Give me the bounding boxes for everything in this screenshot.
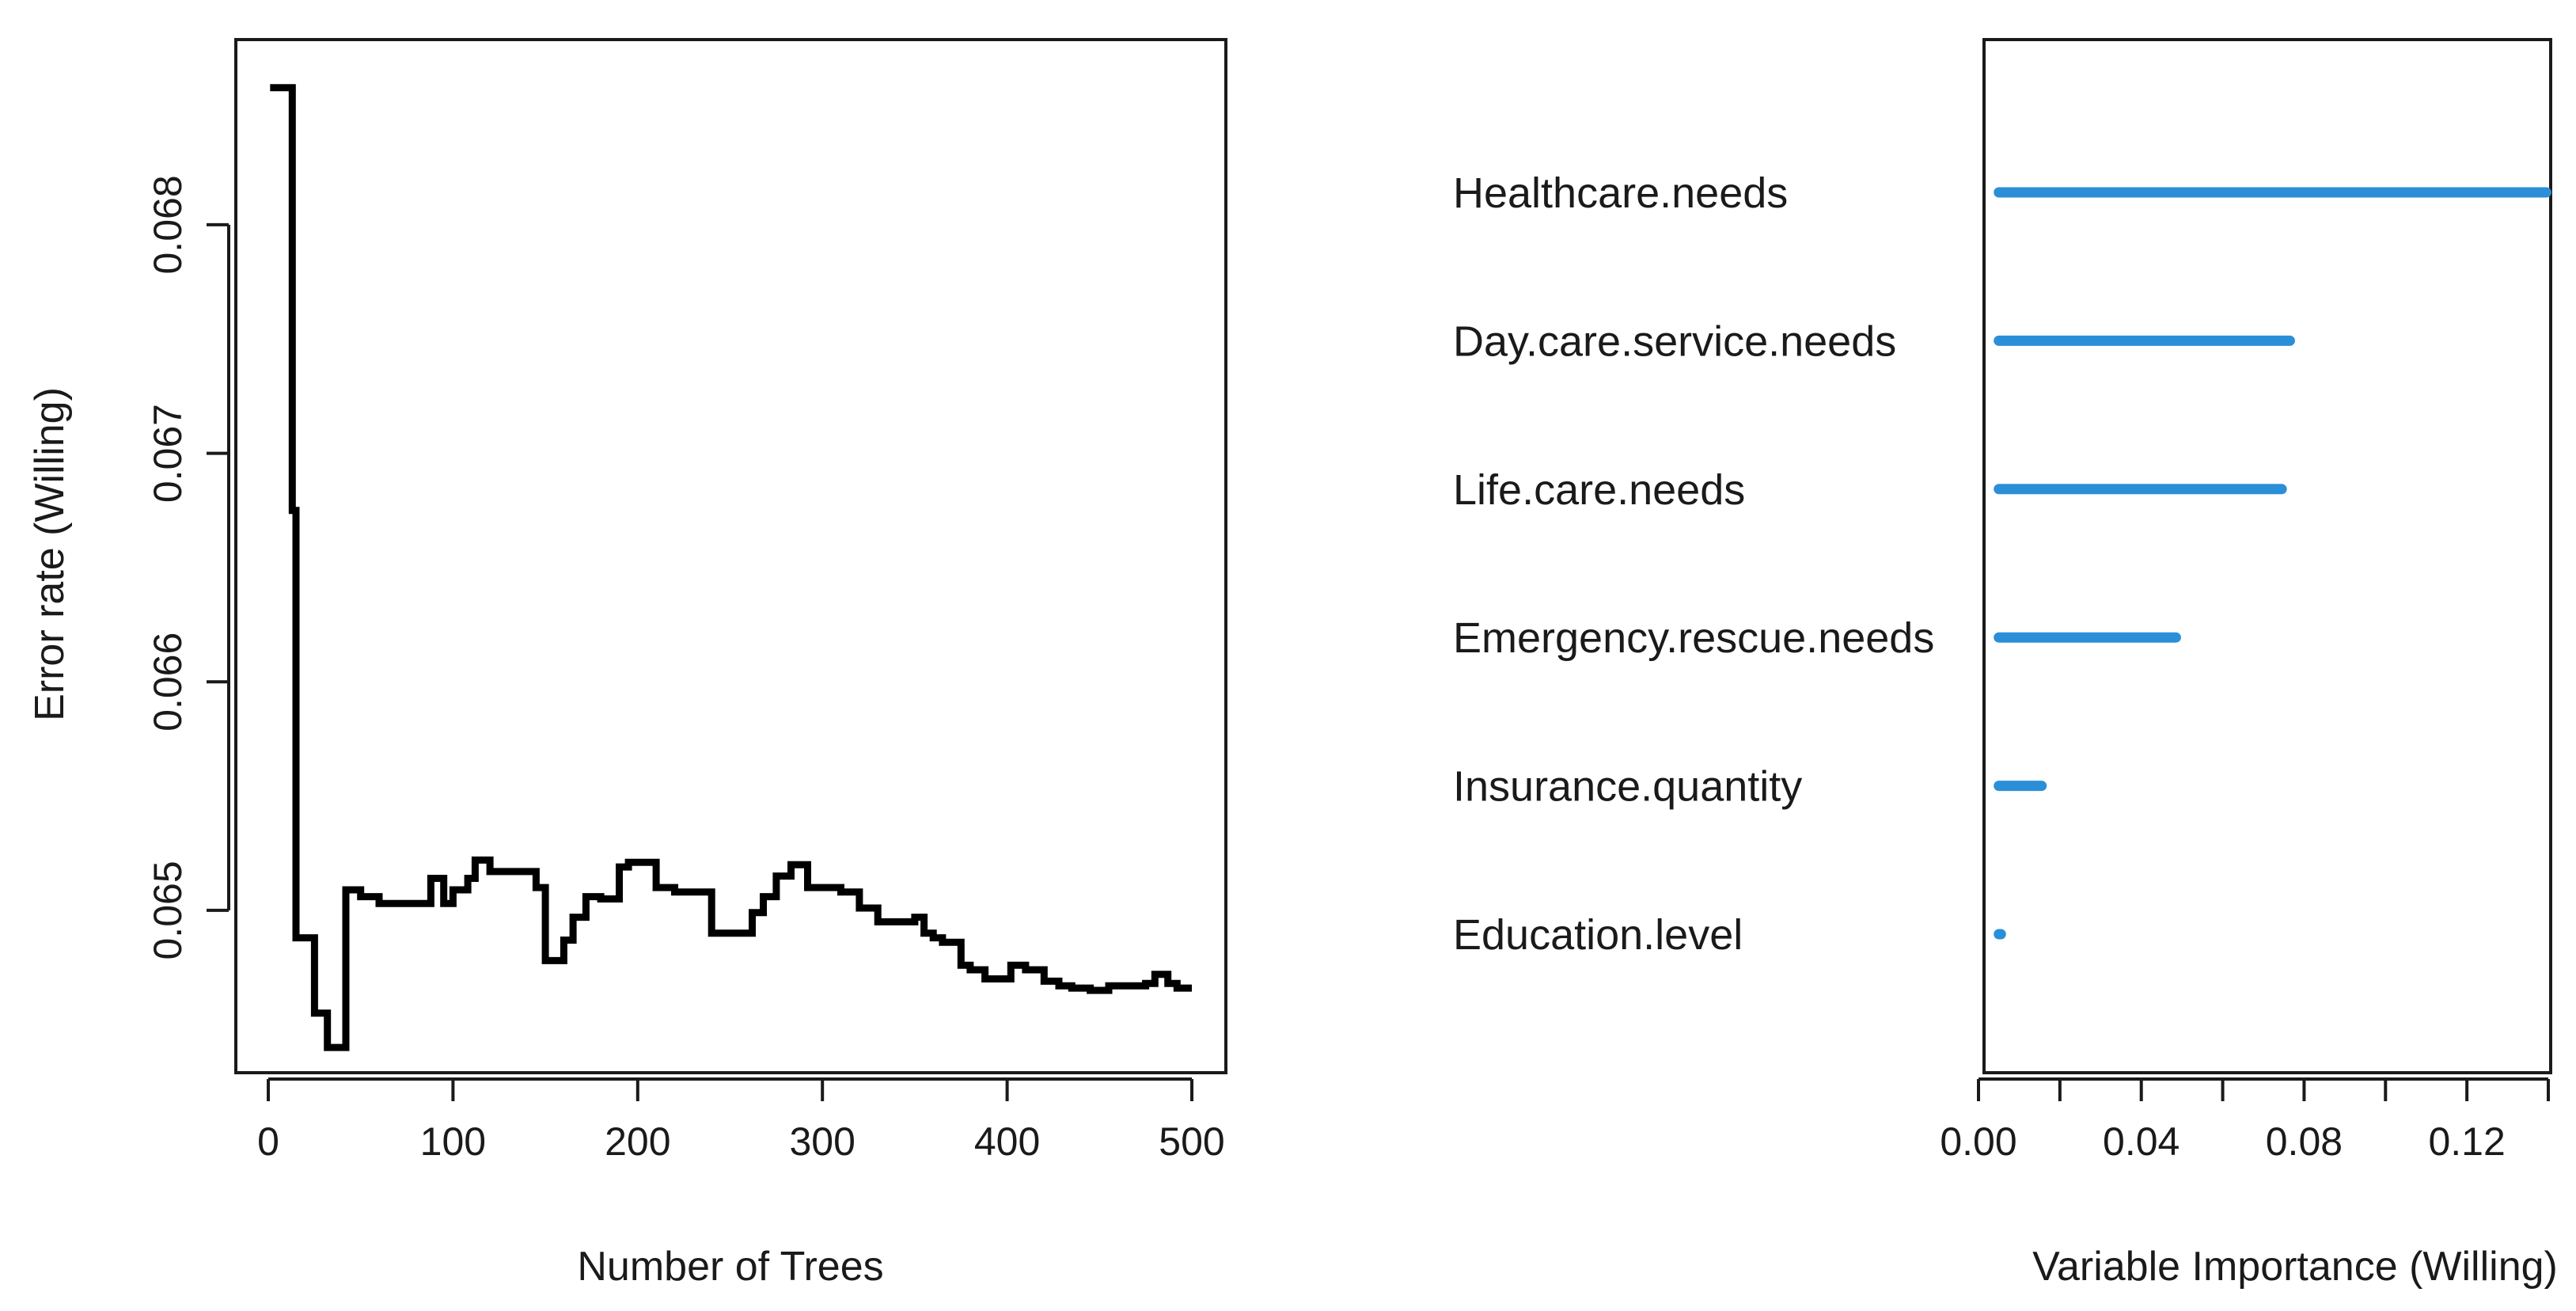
y-tick-label: 0.067 [146, 404, 190, 503]
x-tick-label: 0 [257, 1119, 279, 1164]
y-tick-label: 0.068 [146, 175, 190, 274]
y-tick-label: 0.065 [146, 861, 190, 960]
category-label: Emergency.rescue.needs [1453, 614, 1934, 662]
x-tick-label: 100 [420, 1119, 486, 1164]
importance-x-ticks: 0.00 0.04 0.08 0.12 [1940, 1079, 2550, 1164]
x-tick-label: 400 [974, 1119, 1040, 1164]
category-label: Insurance.quantity [1453, 763, 1802, 811]
error-rate-x-axis-title: Number of Trees [577, 1244, 883, 1290]
error-rate-plot-frame [234, 38, 1227, 1074]
error-rate-line [270, 84, 1192, 1051]
x-tick-label: 0.04 [2103, 1119, 2180, 1164]
x-tick-label: 0.00 [1940, 1119, 2016, 1164]
category-label: Education.level [1453, 911, 1743, 959]
x-tick-label: 0.08 [2266, 1119, 2343, 1164]
x-tick-label: 0.12 [2428, 1119, 2505, 1164]
importance-bars [1994, 187, 2551, 940]
importance-plot-frame [1982, 38, 2552, 1074]
importance-category-labels: Healthcare.needs Day.care.service.needs Li… [1453, 169, 1934, 959]
x-tick-label: 200 [605, 1119, 670, 1164]
category-label: Life.care.needs [1453, 466, 1745, 514]
y-tick-label: 0.066 [146, 633, 190, 732]
error-rate-y-axis-title: Error rate (Willing) [27, 387, 73, 721]
category-label: Day.care.service.needs [1453, 317, 1896, 365]
importance-x-axis-title: Variable Importance (Willing) [2032, 1244, 2558, 1290]
category-label: Healthcare.needs [1453, 169, 1788, 217]
error-rate-y-ticks: 0.065 0.066 0.067 0.068 [146, 175, 229, 960]
error-rate-panel: 0 100 200 300 400 500 0.065 0.066 0.067 0.068 Nu… [27, 38, 1227, 1290]
x-tick-label: 500 [1159, 1119, 1224, 1164]
error-rate-x-ticks: 0 100 200 300 400 500 [257, 1079, 1225, 1164]
variable-importance-panel: Healthcare.needs Day.care.service.needs Li… [1453, 38, 2558, 1290]
x-tick-label: 300 [789, 1119, 855, 1164]
